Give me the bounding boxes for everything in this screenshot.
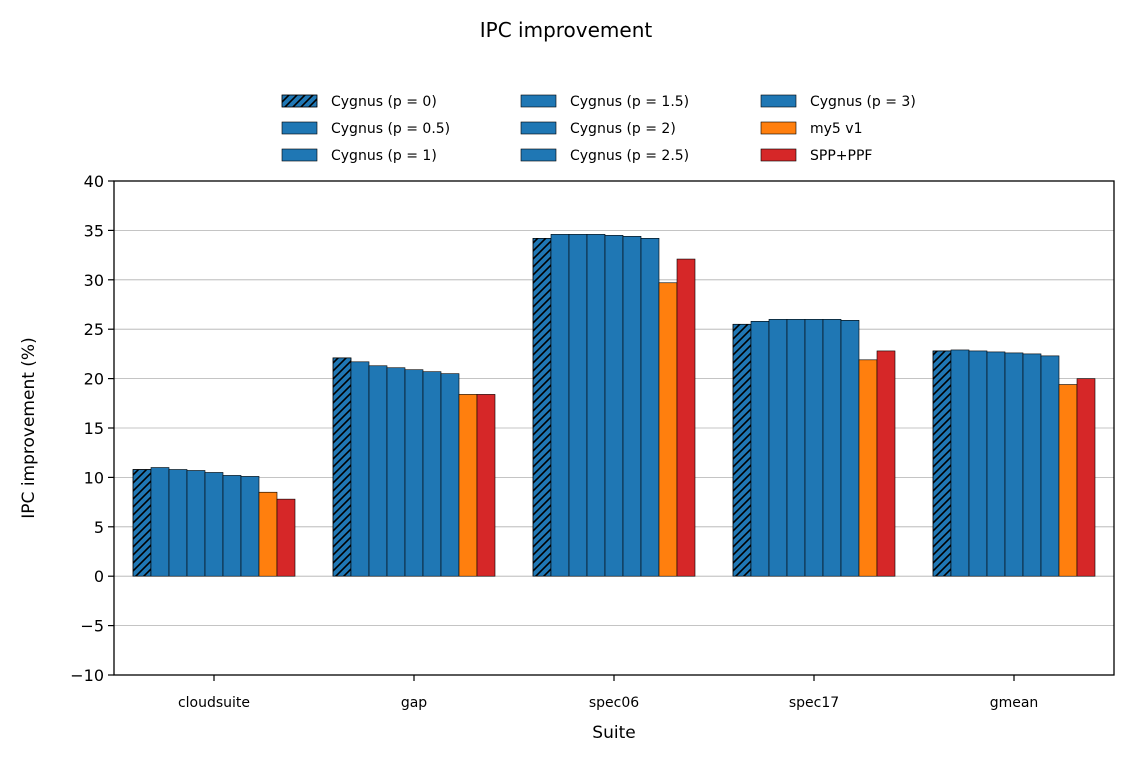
bar-cloudsuite-s7 xyxy=(258,491,278,577)
bar-spec17-s6 xyxy=(840,320,860,577)
bar-gap-s3 xyxy=(386,367,406,577)
y-tick-label: 25 xyxy=(84,320,104,339)
bar-gap-s6 xyxy=(440,373,460,577)
bar-gmean-s1 xyxy=(950,349,970,577)
legend-swatch xyxy=(281,148,318,162)
bar-spec17-s3 xyxy=(786,319,806,577)
bar-spec06-s3 xyxy=(586,234,606,577)
legend-swatch xyxy=(520,121,557,135)
bar-gmean-s2 xyxy=(968,350,988,577)
legend-label: Cygnus (p = 0.5) xyxy=(331,121,450,137)
bar-spec17-s5 xyxy=(822,319,842,577)
legend-label: Cygnus (p = 1.5) xyxy=(570,94,689,110)
y-tick-label: 10 xyxy=(84,468,104,487)
bar-gap-s1 xyxy=(350,361,370,577)
legend-swatch xyxy=(520,148,557,162)
bar-spec17-s8 xyxy=(876,350,896,577)
bar-cloudsuite-s2 xyxy=(168,469,188,577)
bar-gap-s7 xyxy=(458,394,478,577)
x-tick-label-gap: gap xyxy=(401,695,427,711)
legend-label: my5 v1 xyxy=(810,121,862,137)
bar-spec06-s8 xyxy=(676,258,696,577)
x-tick-label-gmean: gmean xyxy=(990,695,1039,711)
y-tick-label: 20 xyxy=(84,370,104,389)
y-tick-label: 30 xyxy=(84,271,104,290)
bar-cloudsuite-s1 xyxy=(150,467,170,577)
bar-hatch-gap xyxy=(332,357,352,577)
legend-label: Cygnus (p = 3) xyxy=(810,94,916,110)
bar-gap-s4 xyxy=(404,369,424,577)
bar-spec17-s2 xyxy=(768,319,788,577)
bar-spec17-s4 xyxy=(804,319,824,577)
bar-gap-s8 xyxy=(476,394,496,577)
bar-spec06-s1 xyxy=(550,234,570,577)
y-tick-label: −5 xyxy=(80,617,104,636)
bar-spec17-s1 xyxy=(750,320,770,577)
bar-gap-s5 xyxy=(422,371,442,577)
y-axis-ticks: −10 −5 0 5 10 15 20 25 30 35 40 xyxy=(70,172,114,685)
legend-label: SPP+PPF xyxy=(810,148,872,164)
bar-spec17-s7 xyxy=(858,359,878,577)
bar-gmean-s5 xyxy=(1022,353,1042,577)
bar-gap-s2 xyxy=(368,365,388,577)
bar-gmean-s3 xyxy=(986,351,1006,577)
bar-spec06-s6 xyxy=(640,238,660,577)
bar-hatch-cloudsuite xyxy=(132,469,152,577)
bar-gmean-s6 xyxy=(1040,355,1060,577)
bar-spec06-s4 xyxy=(604,235,624,577)
x-tick-label-spec17: spec17 xyxy=(789,695,839,711)
legend-label: Cygnus (p = 1) xyxy=(331,148,437,164)
legend-swatch-hatch xyxy=(281,94,318,108)
bar-gmean-s7 xyxy=(1058,384,1078,577)
legend-swatch xyxy=(760,94,797,108)
x-tick-label-cloudsuite: cloudsuite xyxy=(178,695,250,711)
x-axis-label: Suite xyxy=(592,723,635,743)
bar-cloudsuite-s6 xyxy=(240,476,260,577)
legend-label: Cygnus (p = 0) xyxy=(331,94,437,110)
bar-hatch-spec06 xyxy=(532,238,552,577)
chart-title: IPC improvement xyxy=(480,18,653,42)
x-tick-label-spec06: spec06 xyxy=(589,695,639,711)
bar-spec06-s5 xyxy=(622,236,642,577)
y-tick-label: 35 xyxy=(84,221,104,240)
legend-swatch xyxy=(760,121,797,135)
bar-cloudsuite-s5 xyxy=(222,475,242,577)
bar-spec06-s2 xyxy=(568,234,588,577)
bar-gmean-s8 xyxy=(1076,378,1096,577)
y-tick-label: −10 xyxy=(70,666,104,685)
bar-hatch-spec17 xyxy=(732,323,752,577)
legend-swatch xyxy=(281,121,318,135)
bar-cloudsuite-s4 xyxy=(204,472,224,577)
bar-gmean-s4 xyxy=(1004,352,1024,577)
legend-label: Cygnus (p = 2) xyxy=(570,121,676,137)
legend: Cygnus (p = 0) Cygnus (p = 0.5) Cygnus (p … xyxy=(281,94,916,164)
bar-cloudsuite-s3 xyxy=(186,470,206,577)
legend-swatch xyxy=(760,148,797,162)
legend-label: Cygnus (p = 2.5) xyxy=(570,148,689,164)
y-tick-label: 40 xyxy=(84,172,104,191)
bar-cloudsuite-s8 xyxy=(276,498,296,577)
bar-hatch-gmean xyxy=(932,350,952,577)
bar-spec06-s7 xyxy=(658,282,678,577)
legend-swatch xyxy=(520,94,557,108)
x-axis-ticks: cloudsuite gap spec06 spec17 gmean xyxy=(178,675,1038,711)
y-tick-label: 0 xyxy=(94,567,104,586)
y-tick-label: 15 xyxy=(84,419,104,438)
y-axis-label: IPC improvement (%) xyxy=(19,337,39,518)
bars xyxy=(132,234,1096,577)
y-tick-label: 5 xyxy=(94,518,104,537)
